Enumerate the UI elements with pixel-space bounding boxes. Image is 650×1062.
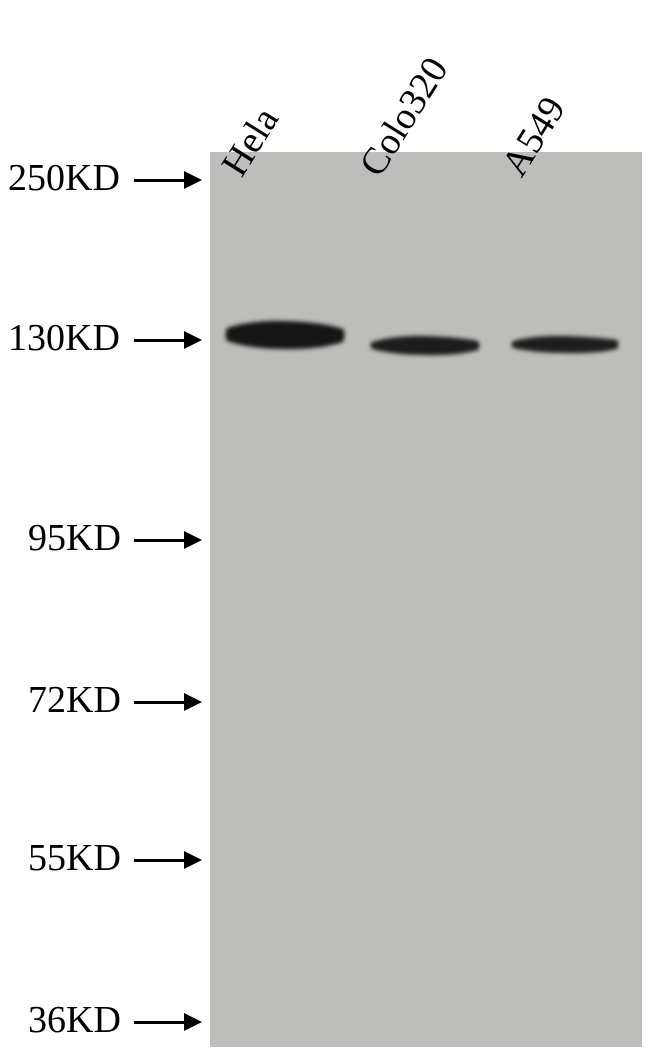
marker-label: 36KD: [28, 998, 121, 1042]
protein-band: [222, 320, 348, 350]
marker-label: 72KD: [28, 678, 121, 722]
protein-band: [366, 332, 484, 356]
blot-membrane: [210, 152, 642, 1047]
protein-band: [507, 332, 623, 354]
marker-arrow-icon: [134, 1013, 202, 1031]
marker-arrow-icon: [134, 693, 202, 711]
marker-arrow-icon: [134, 531, 202, 549]
western-blot-figure: 250KD130KD95KD72KD55KD36KD HelaColo320A5…: [0, 0, 650, 1062]
marker-label: 250KD: [8, 156, 120, 200]
marker-label: 55KD: [28, 836, 121, 880]
marker-label: 95KD: [28, 516, 121, 560]
marker-arrow-icon: [134, 331, 202, 349]
marker-arrow-icon: [134, 171, 202, 189]
marker-label: 130KD: [8, 316, 120, 360]
marker-arrow-icon: [134, 851, 202, 869]
